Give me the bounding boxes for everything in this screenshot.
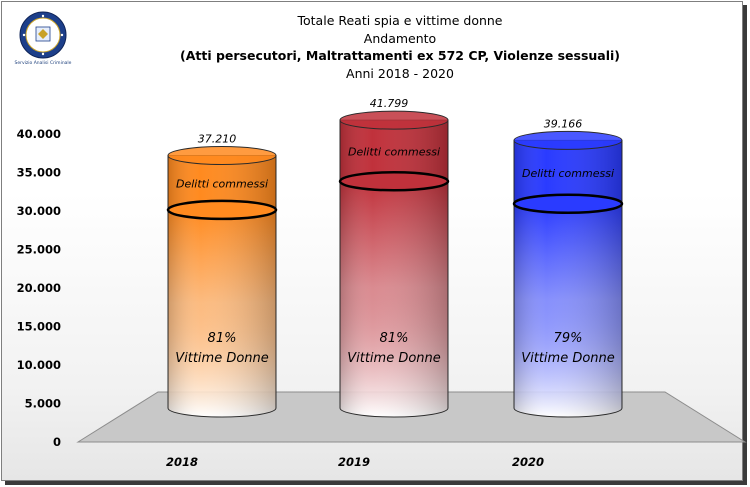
- segment-label-delitti-commessi: Delitti commessi: [522, 167, 614, 180]
- y-tick-label: 25.000: [17, 243, 61, 257]
- y-tick-label: 30.000: [17, 204, 61, 218]
- bar-separator: [512, 193, 624, 215]
- y-tick-label: 40.000: [17, 127, 61, 141]
- police-emblem-icon: [19, 11, 67, 59]
- y-tick-label: 35.000: [17, 166, 61, 180]
- segment-label-vittime-donne: Vittime Donne: [175, 351, 269, 366]
- total-data-label: 41.799: [370, 97, 409, 110]
- total-data-label: 39.166: [544, 117, 583, 130]
- bar-separator: [166, 199, 278, 221]
- bar-separator: [338, 171, 450, 192]
- segment-label-vittime-donne: Vittime Donne: [347, 351, 441, 366]
- x-tick-label: 2018: [166, 455, 198, 469]
- segment-label-vittime-donne: Vittime Donne: [521, 351, 615, 366]
- title-line-4: Anni 2018 - 2020: [346, 65, 454, 81]
- x-tick-label: 2020: [512, 455, 544, 469]
- segment-label-delitti-commessi: Delitti commessi: [348, 146, 440, 159]
- y-tick-label: 0: [53, 435, 61, 449]
- bar-top-cap: [339, 110, 449, 130]
- segment-label-delitti-commessi: Delitti commessi: [176, 178, 268, 191]
- logo-caption: Servizio Analisi Criminale: [14, 61, 72, 66]
- bar-top-cap: [167, 145, 277, 165]
- total-data-label: 37.210: [198, 132, 237, 145]
- bar-top-cap: [513, 130, 623, 150]
- y-tick-label: 10.000: [17, 358, 61, 372]
- chart-title: Totale Reati spia e vittime donne Andame…: [120, 12, 680, 82]
- title-line-3: (Atti persecutori, Maltrattamenti ex 572…: [179, 48, 621, 63]
- y-tick-label: 15.000: [17, 320, 61, 334]
- segment-percent-label: 81%: [380, 331, 409, 346]
- segment-percent-label: 79%: [554, 331, 583, 346]
- y-tick-label: 20.000: [17, 281, 61, 295]
- title-line-1: Totale Reati spia e vittime donne: [297, 13, 503, 28]
- x-tick-label: 2019: [338, 455, 370, 469]
- segment-percent-label: 81%: [208, 331, 237, 346]
- title-line-2: Andamento: [363, 30, 437, 46]
- y-tick-label: 5.000: [25, 397, 61, 411]
